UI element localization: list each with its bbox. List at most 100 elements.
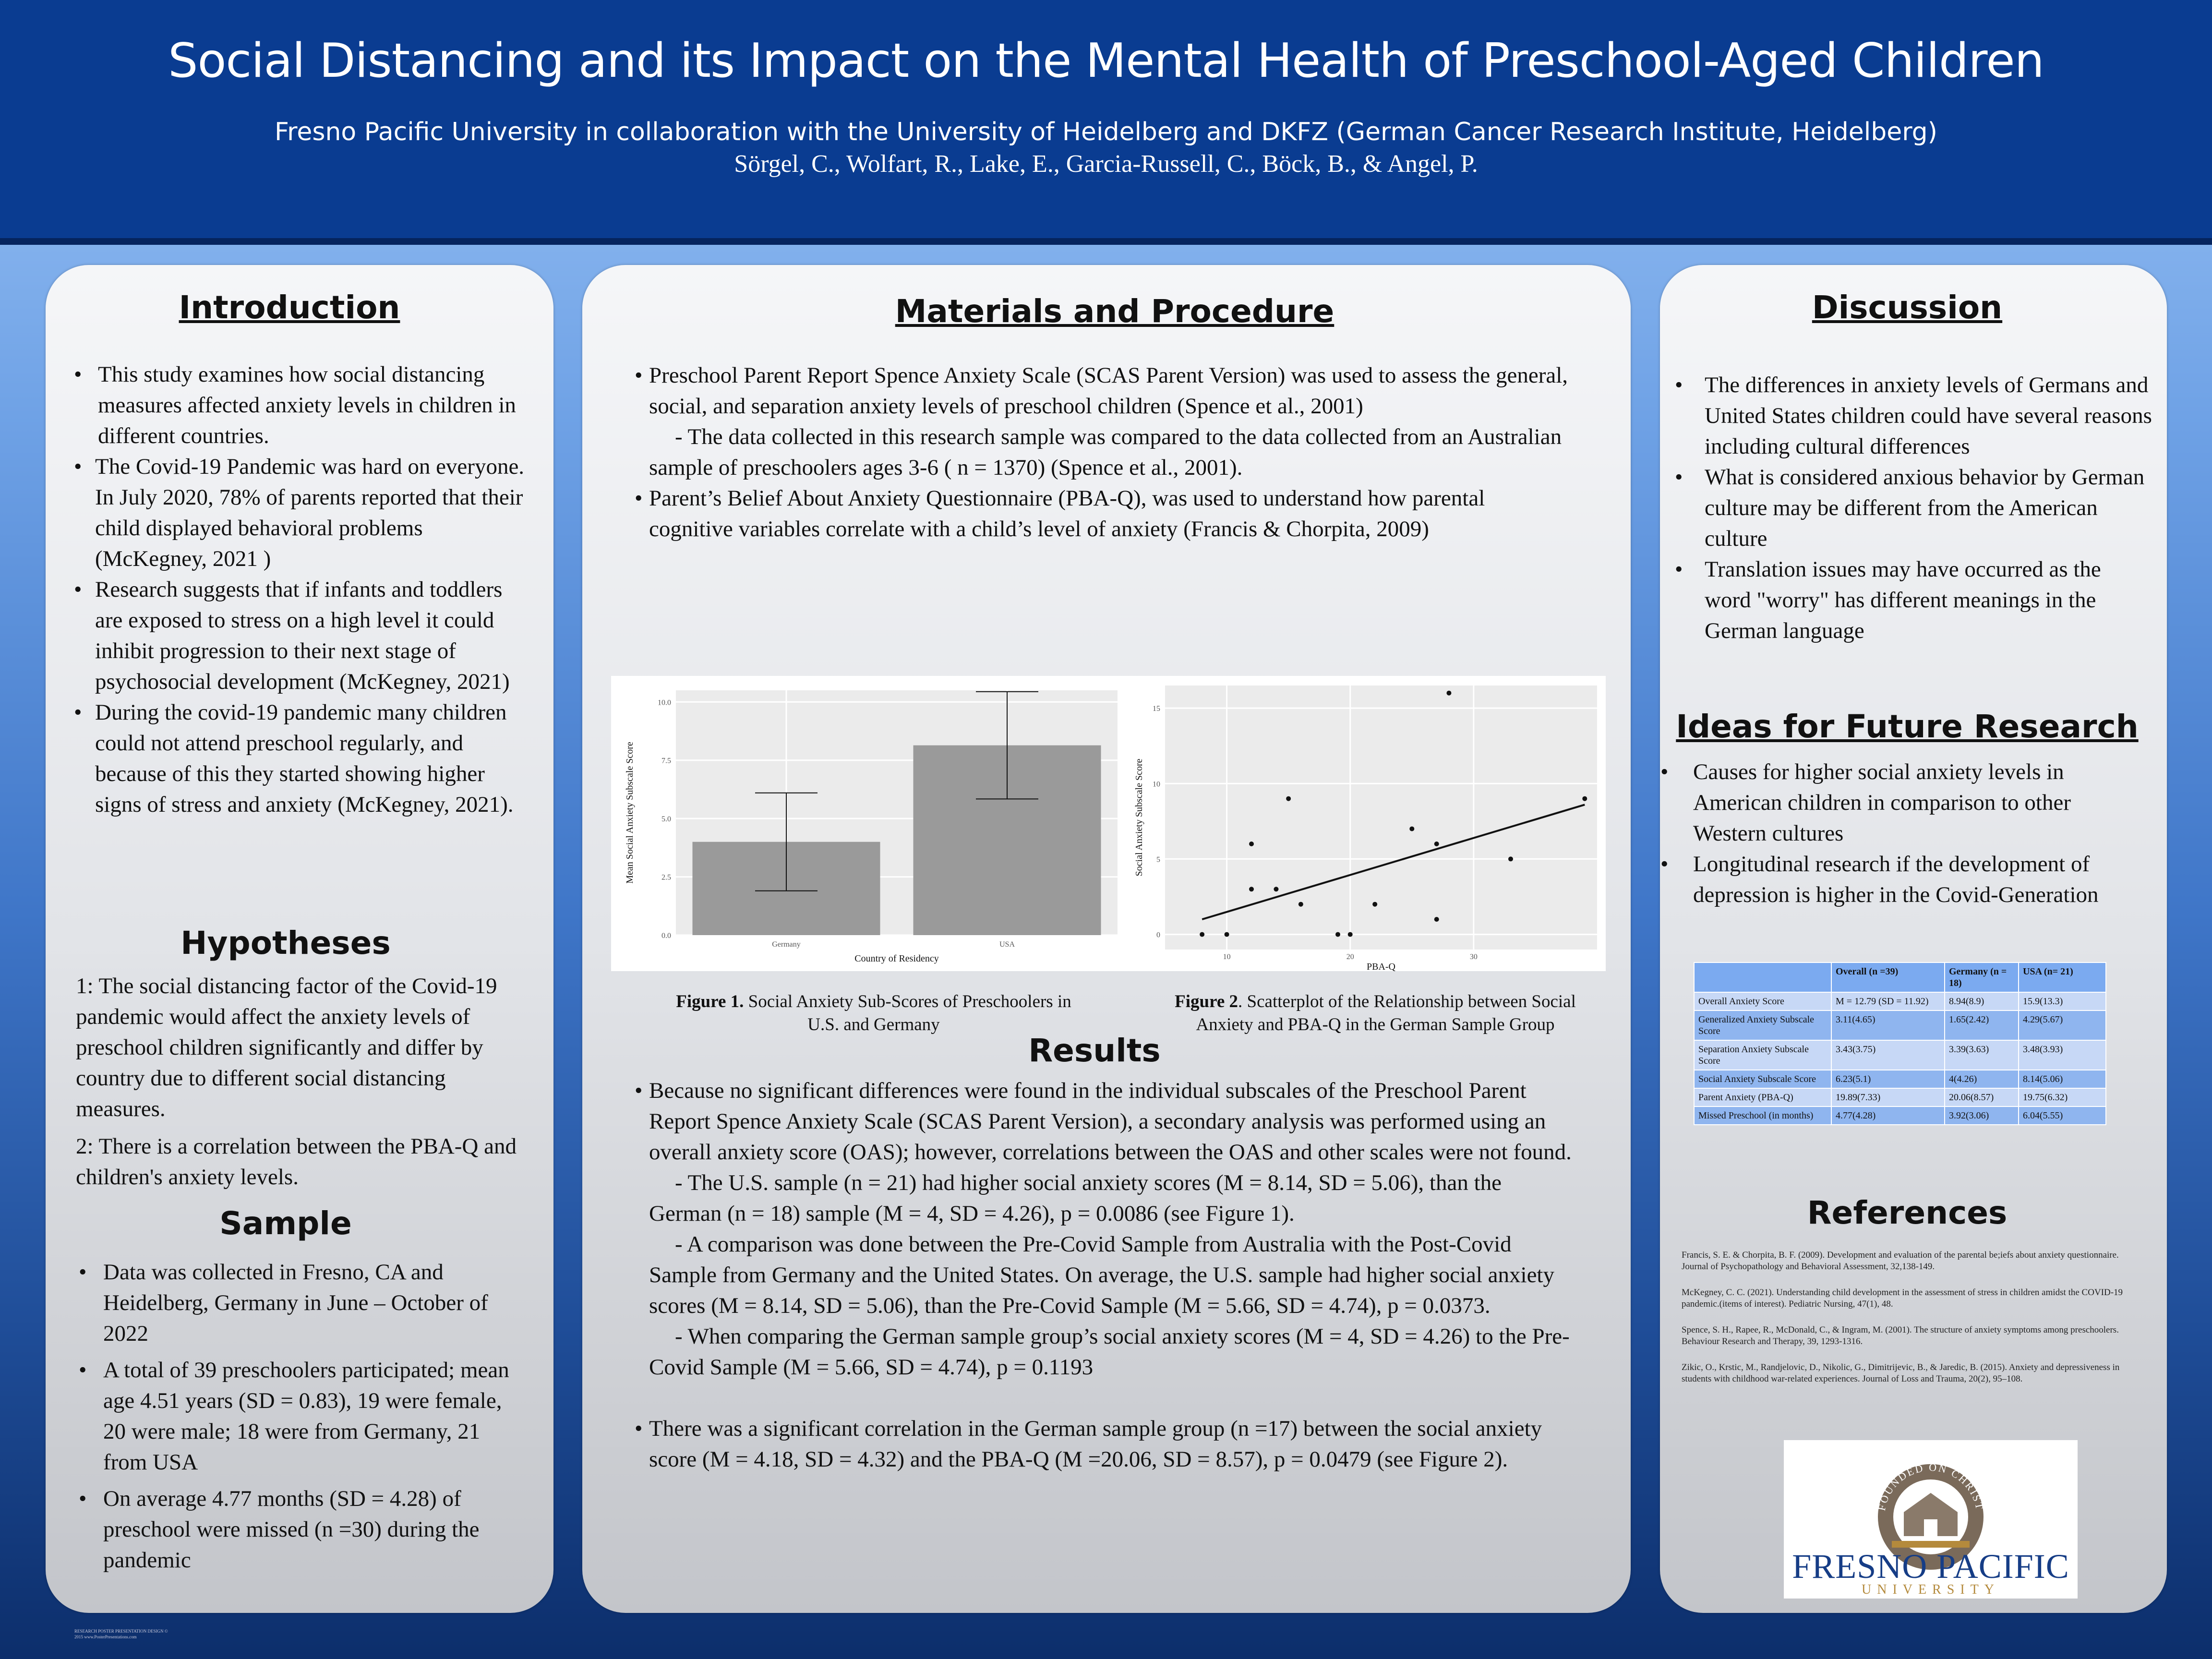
- table-cell: USA (n= 21): [2018, 962, 2106, 993]
- results-heading: Results: [1028, 1032, 1161, 1069]
- table-cell: 6.23(5.1): [1831, 1070, 1945, 1089]
- table-cell: 15.9(13.3): [2018, 992, 2106, 1011]
- poster-title: Social Distancing and its Impact on the …: [168, 34, 2044, 88]
- y-axis-label: Social Anxiety Subscale Score: [1134, 758, 1144, 876]
- table-cell: 8.14(5.06): [2018, 1070, 2106, 1089]
- table-cell: M = 12.79 (SD = 11.92): [1831, 992, 1945, 1011]
- table-cell: Social Anxiety Subscale Score: [1694, 1070, 1832, 1089]
- results-p4: - When comparing the German sample group…: [649, 1324, 1570, 1380]
- list-item: This study examines how social distancin…: [72, 359, 526, 451]
- results-p3: - A comparison was done between the Pre-…: [649, 1232, 1554, 1318]
- discussion-list: The differences in anxiety levels of Ger…: [1673, 370, 2153, 646]
- table-row: Separation Anxiety Subscale Score 3.43(3…: [1694, 1040, 2106, 1070]
- table-row: Generalized Anxiety Subscale Score 3.11(…: [1694, 1010, 2106, 1041]
- plot-background: [1165, 685, 1597, 950]
- university-logo: FOUNDED ON CHRIST FRESNO PACIFIC UNIVERS…: [1784, 1440, 2078, 1599]
- scatter-point: [1286, 796, 1291, 801]
- discussion-heading: Discussion: [1812, 289, 2003, 326]
- footer-note: RESEARCH POSTER PRESENTATION DESIGN © 20…: [74, 1629, 168, 1639]
- table-cell: 3.11(4.65): [1831, 1010, 1945, 1041]
- future-research-heading: Ideas for Future Research: [1676, 708, 2139, 745]
- y-tick-label: 5: [1156, 855, 1160, 864]
- table-header-row: Overall (n =39) Germany (n = 18) USA (n=…: [1694, 962, 2106, 993]
- poster-header: Social Distancing and its Impact on the …: [0, 0, 2212, 245]
- list-item: Longitudinal research if the development…: [1659, 849, 2148, 910]
- table-cell: 3.39(3.63): [1944, 1040, 2019, 1070]
- trend-line: [1202, 804, 1585, 921]
- y-tick-label: 2.5: [661, 874, 671, 882]
- list-item: Data was collected in Fresno, CA and Hei…: [77, 1257, 526, 1349]
- y-axis-label: Mean Social Anxiety Subscale Score: [625, 742, 635, 884]
- hypotheses-text: 1: The social distancing factor of the C…: [76, 971, 537, 1192]
- y-tick-label: 7.5: [661, 757, 671, 765]
- scatter-point: [1274, 887, 1279, 892]
- figure-2-caption: Figure 2. Scatterplot of the Relationshi…: [1171, 990, 1579, 1036]
- reference-item: Francis, S. E. & Chorpita, B. F. (2009).…: [1682, 1250, 2119, 1272]
- scatter-point: [1508, 856, 1513, 862]
- materials-text: Preschool Parent Report Spence Anxiety S…: [633, 360, 1574, 544]
- y-tick-label: 0: [1156, 931, 1160, 939]
- list-item: On average 4.77 months (SD = 4.28) of pr…: [77, 1483, 526, 1575]
- x-tick-label: 20: [1346, 953, 1354, 961]
- scatter-point: [1249, 887, 1254, 892]
- scatter-point: [1434, 842, 1439, 846]
- table-cell: 4.77(4.28): [1831, 1106, 1945, 1125]
- y-tick-label: 5.0: [661, 815, 671, 823]
- table-cell: 19.75(6.32): [2018, 1088, 2106, 1107]
- list-item: Research suggests that if infants and to…: [72, 574, 526, 697]
- scatter-point: [1298, 902, 1303, 907]
- table-cell: Missed Preschool (in months): [1694, 1106, 1832, 1125]
- list-item: What is considered anxious behavior by G…: [1673, 462, 2153, 554]
- introduction-list: This study examines how social distancin…: [72, 359, 526, 820]
- y-tick-label: 10.0: [658, 698, 671, 707]
- results-table: Overall (n =39) Germany (n = 18) USA (n=…: [1694, 962, 2106, 1125]
- table-cell: 3.92(3.06): [1944, 1106, 2019, 1125]
- table-cell: Separation Anxiety Subscale Score: [1694, 1040, 1832, 1070]
- logo-banner: [1892, 1541, 1970, 1548]
- table-cell: Generalized Anxiety Subscale Score: [1694, 1010, 1832, 1041]
- logo-subname: UNIVERSITY: [1862, 1582, 2000, 1597]
- table-cell: 6.04(5.55): [2018, 1106, 2106, 1125]
- figure-2-text: . Scatterplot of the Relationship betwee…: [1196, 992, 1576, 1034]
- list-item: During the covid-19 pandemic many childr…: [72, 697, 526, 820]
- table-cell: Parent Anxiety (PBA-Q): [1694, 1088, 1832, 1107]
- materials-heading: Materials and Procedure: [895, 293, 1334, 330]
- materials-b1-sub: - The data collected in this research sa…: [649, 424, 1562, 480]
- table-cell: 3.48(3.93): [2018, 1040, 2106, 1070]
- list-item: The Covid-19 Pandemic was hard on everyo…: [72, 451, 526, 574]
- x-tick-label: USA: [999, 940, 1015, 949]
- scatter-point: [1446, 690, 1452, 696]
- references-list: Francis, S. E. & Chorpita, B. F. (2009).…: [1682, 1250, 2142, 1399]
- table-row: Overall Anxiety Score M = 12.79 (SD = 11…: [1694, 992, 2106, 1011]
- scatter-point: [1434, 917, 1439, 922]
- hypothesis-1: 1: The social distancing factor of the C…: [76, 974, 497, 1121]
- reference-item: Spence, S. H., Rapee, R., McDonald, C., …: [1682, 1325, 2119, 1346]
- table-row: Parent Anxiety (PBA-Q) 19.89(7.33) 20.06…: [1694, 1088, 2106, 1107]
- reference-item: McKegney, C. C. (2021). Understanding ch…: [1682, 1287, 2123, 1309]
- list-item: Translation issues may have occurred as …: [1673, 554, 2153, 646]
- scatter-point: [1582, 796, 1587, 801]
- logo-emblem: FOUNDED ON CHRIST: [1875, 1461, 1984, 1570]
- list-item: Causes for higher social anxiety levels …: [1659, 757, 2148, 849]
- introduction-heading: Introduction: [179, 289, 400, 326]
- scatter-point: [1347, 932, 1353, 937]
- scatter-point: [1372, 902, 1378, 907]
- table-cell: Overall (n =39): [1831, 962, 1945, 993]
- table-cell: [1694, 962, 1832, 993]
- list-item: The differences in anxiety levels of Ger…: [1673, 370, 2153, 462]
- y-tick-label: 10: [1153, 780, 1160, 788]
- list-item: Because no significant differences were …: [633, 1075, 1574, 1382]
- references-heading: References: [1807, 1194, 2008, 1231]
- x-tick-label: Germany: [772, 940, 801, 949]
- scatter-point: [1409, 826, 1415, 831]
- figure-1-text: Social Anxiety Sub-Scores of Preschooler…: [744, 992, 1071, 1034]
- y-tick-label: 15: [1153, 705, 1160, 713]
- x-tick-label: 10: [1223, 953, 1231, 961]
- table-cell: 8.94(8.9): [1944, 992, 2019, 1011]
- table-cell: 20.06(8.57): [1944, 1088, 2019, 1107]
- x-tick-label: 30: [1470, 953, 1478, 961]
- list-item: Preschool Parent Report Spence Anxiety S…: [633, 360, 1574, 483]
- figure-1-label: Figure 1.: [676, 992, 744, 1011]
- table-cell: Germany (n = 18): [1944, 962, 2019, 993]
- hypotheses-heading: Hypotheses: [180, 925, 391, 962]
